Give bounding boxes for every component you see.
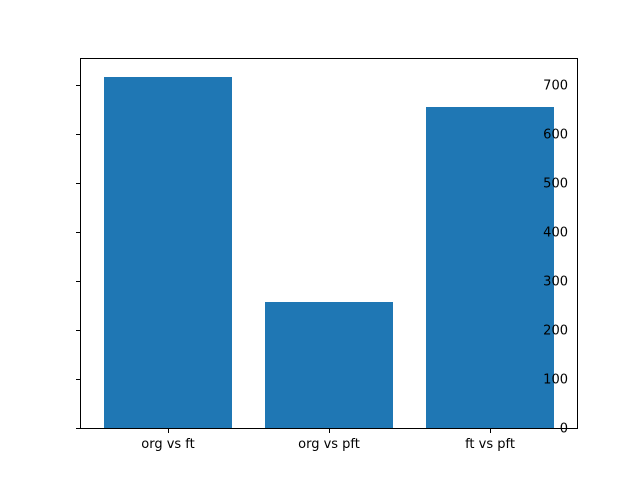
y-tick-label: 500 bbox=[543, 176, 568, 191]
y-tick-mark bbox=[76, 85, 80, 86]
y-tick-label: 700 bbox=[543, 78, 568, 93]
bar-ft-vs-pft bbox=[425, 107, 555, 428]
y-tick-label: 600 bbox=[543, 127, 568, 142]
y-tick-mark bbox=[76, 428, 80, 429]
y-tick-label: 400 bbox=[543, 225, 568, 240]
y-tick-mark bbox=[76, 330, 80, 331]
y-tick-mark bbox=[76, 232, 80, 233]
plot-area: 0 100 200 300 400 500 600 700 org vs ft org vs p… bbox=[76, 58, 578, 452]
y-tick-label: 0 bbox=[559, 421, 568, 436]
y-tick-mark bbox=[76, 379, 80, 380]
y-tick-mark bbox=[76, 281, 80, 282]
y-tick-mark bbox=[76, 183, 80, 184]
x-tick-label: org vs ft bbox=[141, 437, 195, 452]
x-tick-label: org vs pft bbox=[298, 437, 360, 452]
y-tick-mark bbox=[76, 134, 80, 135]
x-tick-label: ft vs pft bbox=[465, 437, 515, 452]
y-tick-label: 300 bbox=[543, 274, 568, 289]
bar-org-vs-pft bbox=[264, 301, 394, 428]
y-tick-label: 200 bbox=[543, 323, 568, 338]
y-tick-label: 100 bbox=[543, 372, 568, 387]
x-tick-mark bbox=[490, 429, 491, 433]
x-tick-mark bbox=[168, 429, 169, 433]
bar-org-vs-ft bbox=[103, 76, 233, 428]
x-tick-mark bbox=[329, 429, 330, 433]
